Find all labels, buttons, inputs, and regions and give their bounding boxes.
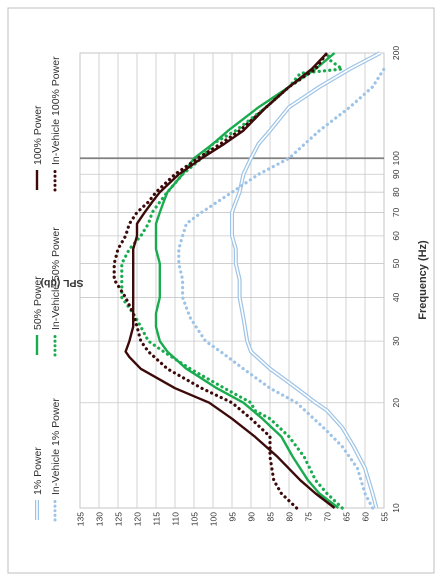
series-3 [120,51,347,510]
tick-labels: 55 60 65 70 75 80 85 90 95 100 105 110 115 120 125 130 1… [76,46,402,527]
legend-label: 100% Power [32,105,44,165]
spl-tick-label: 80 [285,512,295,522]
frequency-tick-label: 40 [391,292,401,302]
frequency-tick-label: 80 [391,187,401,197]
frequency-tick-label: 60 [391,231,401,241]
legend-label: 1% Power [32,447,44,495]
legend-label: In-Vehicle 50% Power [50,227,62,330]
legend-item: 50% Power [32,276,44,355]
spl-tick-label: 105 [190,512,200,526]
spl-tick-label: 90 [247,512,257,522]
spl-tick-label: 60 [361,512,371,522]
frequency-tick-label: 200 [391,46,401,60]
frequency-tick-label: 70 [391,207,401,217]
frequency-tick-label: 20 [391,398,401,408]
series-1 [177,67,386,510]
series-0 [230,51,382,509]
series-line [124,52,336,509]
spl-tick-label: 85 [266,512,276,522]
spl-tick-label: 125 [114,512,124,526]
spl-tick-label: 65 [342,512,352,522]
legend-label: 50% Power [32,276,44,330]
series-line-inner [231,52,381,509]
frequency-tick-label: 100 [391,151,401,165]
legend-label: In-Vehicle 100% Power [50,56,62,165]
series-5 [112,51,329,510]
spl-tick-label: 70 [323,512,333,522]
legend-item: In-Vehicle 100% Power [50,56,62,192]
spl-tick-label: 95 [228,512,238,522]
legend-item: In-Vehicle 1% Power [50,398,62,522]
frequency-tick-label: 30 [391,336,401,346]
series-line [120,51,347,510]
series-layer [112,51,386,510]
legend-item: 100% Power [32,105,44,190]
frequency-tick-label: 10 [391,503,401,513]
spl-tick-label: 120 [133,512,143,526]
series-line [177,67,386,510]
legend-item: 1% Power [32,447,44,520]
spl-tick-label: 130 [95,512,105,526]
frequency-tick-label: 90 [391,169,401,179]
series-line [112,51,329,510]
series-4 [124,52,336,509]
spl-tick-label: 55 [380,512,390,522]
spl-tick-label: 100 [209,512,219,526]
legend-item: In-Vehicle 50% Power [50,227,62,357]
legend-label: In-Vehicle 1% Power [50,398,62,495]
spl-tick-label: 115 [152,512,162,526]
legend: 1% Power 50% Power 100% Power In-Vehicle 1%… [32,56,62,522]
spl-tick-label: 75 [304,512,314,522]
frequency-tick-label: 50 [391,259,401,269]
x-axis-title: Frequency (Hz) [417,240,429,320]
spl-tick-label: 110 [171,512,181,526]
y-axis-title: SPL (db) [41,277,84,289]
spl-tick-label: 135 [76,512,86,526]
